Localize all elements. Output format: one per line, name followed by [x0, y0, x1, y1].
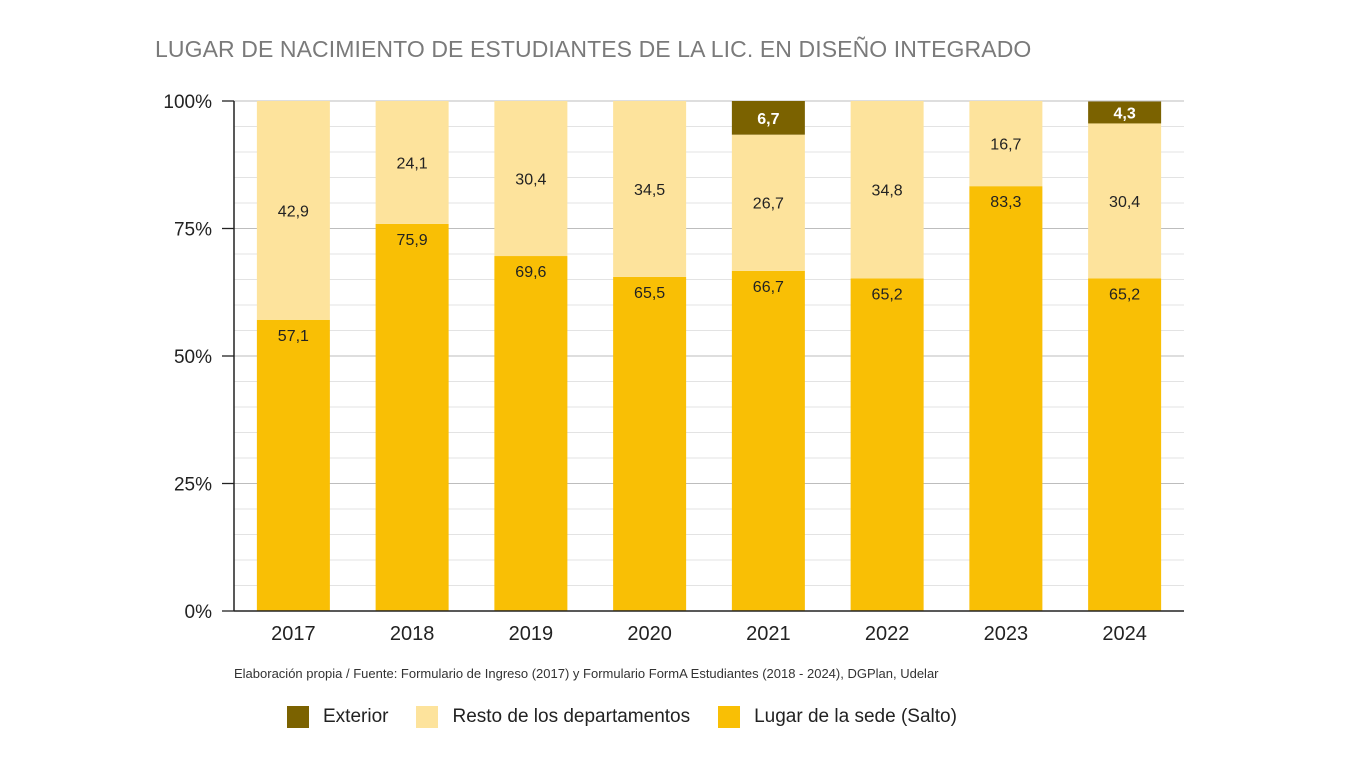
legend-swatch — [718, 706, 741, 728]
bar-segment-2023-0 — [969, 186, 1043, 612]
data-label-2022-1: 34,8 — [872, 183, 903, 200]
bar-segment-2019-0 — [494, 256, 568, 611]
bar-segment-2024-2 — [1088, 101, 1162, 124]
data-label-2023-1: 16,7 — [990, 137, 1021, 154]
data-label-2018-0: 75,9 — [397, 232, 428, 249]
x-tick-label: 2024 — [1102, 623, 1147, 645]
data-label-2021-2: 6,7 — [757, 111, 779, 128]
data-label-2017-1: 42,9 — [278, 203, 309, 220]
data-label-2021-1: 26,7 — [753, 196, 784, 213]
x-tick-label: 2017 — [271, 623, 316, 645]
x-tick-label: 2019 — [509, 623, 554, 645]
data-label-2023-0: 83,3 — [990, 194, 1021, 211]
bar-segment-2020-1 — [613, 101, 687, 277]
y-tick-label: 0% — [185, 602, 213, 623]
bar-segment-2019-1 — [494, 101, 568, 257]
bar-segment-2024-1 — [1088, 123, 1162, 279]
y-tick-label: 100% — [163, 92, 212, 113]
chart-title: LUGAR DE NACIMIENTO DE ESTUDIANTES DE LA… — [155, 36, 1032, 62]
data-label-2024-1: 30,4 — [1109, 194, 1140, 211]
bar-segment-2023-1 — [969, 101, 1043, 187]
x-tick-label: 2022 — [865, 623, 910, 645]
y-tick-label: 75% — [174, 220, 212, 241]
data-label-2019-0: 69,6 — [515, 264, 546, 281]
bar-segment-2017-1 — [256, 101, 330, 320]
y-tick-label: 50% — [174, 347, 212, 368]
chart-legend: Exterior Resto de los departamentos Lugar … — [287, 706, 985, 728]
bar-segment-2024-0 — [1088, 278, 1162, 611]
bar-segment-2022-1 — [850, 101, 924, 279]
bar-segment-2021-1 — [731, 134, 805, 271]
data-label-2017-0: 57,1 — [278, 328, 309, 345]
legend-label: Lugar de la sede (Salto) — [754, 706, 957, 727]
bar-segment-2020-0 — [613, 276, 687, 611]
legend-label: Exterior — [323, 706, 389, 727]
legend-label: Resto de los departamentos — [452, 706, 691, 727]
data-label-2020-1: 34,5 — [634, 182, 665, 199]
data-label-2024-0: 65,2 — [1109, 286, 1140, 303]
data-label-2021-0: 66,7 — [753, 279, 784, 296]
x-tick-label: 2020 — [627, 623, 672, 645]
legend-item: Exterior — [287, 706, 388, 728]
bar-segment-2022-0 — [850, 278, 924, 611]
data-label-2019-1: 30,4 — [515, 172, 546, 189]
data-label-2020-0: 65,5 — [634, 285, 665, 302]
bar-segment-2021-2 — [731, 101, 805, 135]
data-label-2024-2: 4,3 — [1114, 105, 1136, 122]
bar-segment-2017-0 — [256, 319, 330, 611]
bar-segment-2018-1 — [375, 101, 449, 224]
x-tick-label: 2021 — [746, 623, 791, 645]
legend-item: Lugar de la sede (Salto) — [718, 706, 957, 728]
y-tick-label: 25% — [174, 475, 212, 496]
bar-segment-2021-0 — [731, 270, 805, 611]
x-tick-label: 2023 — [984, 623, 1029, 645]
bar-segment-2018-0 — [375, 223, 449, 611]
legend-swatch — [416, 706, 439, 728]
legend-swatch — [287, 706, 309, 728]
chart-source-note: Elaboración propia / Fuente: Formulario … — [234, 666, 939, 681]
data-label-2022-0: 65,2 — [872, 286, 903, 303]
data-label-2018-1: 24,1 — [397, 155, 428, 172]
legend-item: Resto de los departamentos — [416, 706, 690, 728]
x-tick-label: 2018 — [390, 623, 435, 645]
